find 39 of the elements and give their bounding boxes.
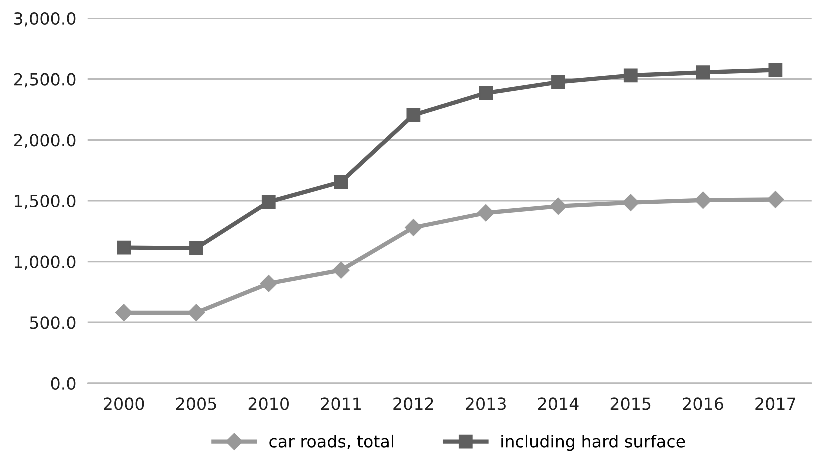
x-tick-label: 2013 [466, 398, 506, 410]
y-tick-label: 3,000.0 [14, 12, 76, 27]
x-tick-label: 2016 [683, 398, 724, 410]
point [478, 204, 495, 222]
point [694, 192, 712, 209]
point [624, 68, 638, 83]
point [116, 304, 133, 322]
y-tick-label: 2,500.0 [14, 73, 76, 88]
point [768, 63, 783, 78]
point [188, 304, 206, 322]
y-tick-label: 2,000.0 [14, 134, 76, 148]
point [767, 191, 784, 208]
point [696, 66, 710, 80]
point [622, 194, 640, 212]
point [479, 86, 494, 100]
legend-label: car roads, total [270, 434, 394, 450]
y-tick-label: 0.0 [51, 377, 76, 390]
x-tick-label: 2005 [176, 398, 216, 410]
legend-label: including hard surface [502, 434, 686, 452]
x-tick-label: 2010 [248, 398, 289, 410]
x-tick-label: 2011 [321, 398, 361, 410]
point [260, 275, 278, 292]
y-tick-label: 1,500.0 [14, 194, 76, 210]
point [552, 75, 566, 90]
point [334, 175, 348, 190]
x-tick-label: 2017 [756, 398, 796, 410]
point [405, 219, 422, 236]
point [190, 241, 204, 256]
x-tick-label: 2015 [610, 398, 651, 410]
y-tick-label: 1,000.0 [14, 256, 76, 270]
x-tick-label: 2012 [394, 398, 434, 410]
x-tick-label: 2000 [104, 398, 144, 410]
point [550, 198, 568, 215]
point [117, 240, 132, 255]
point [262, 195, 276, 210]
point [332, 262, 350, 279]
y-tick-label: 500.0 [30, 316, 76, 330]
point [406, 108, 421, 122]
x-tick-label: 2014 [538, 398, 579, 410]
